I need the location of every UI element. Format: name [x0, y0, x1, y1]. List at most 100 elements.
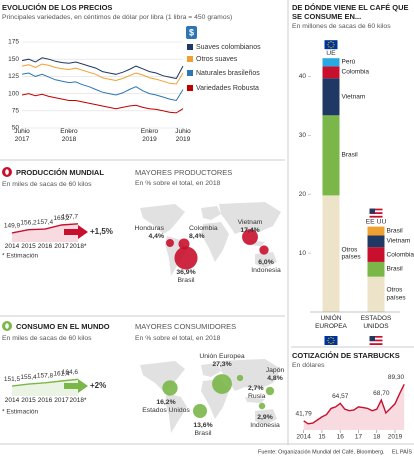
- category-label: Brasil: [178, 277, 195, 284]
- area: [12, 223, 78, 242]
- chart-subtitle: En millones de sacas de 60 kilos: [292, 23, 391, 30]
- footnote: * Estimación: [2, 409, 39, 416]
- bar-segment: [367, 235, 385, 248]
- line: [21, 72, 184, 102]
- category-label: Estados Unidos: [142, 407, 190, 414]
- flag-star: [332, 342, 334, 344]
- value-label: 2,9%: [257, 414, 273, 421]
- x-tick-label: 2014: [296, 434, 311, 441]
- arrow: [64, 225, 88, 239]
- flag-star: [328, 46, 330, 48]
- bubble: [166, 239, 174, 247]
- line: [21, 93, 184, 114]
- chart-title: CONSUMO EN EL MUNDO: [16, 322, 110, 331]
- annotation: +1,5%: [90, 227, 113, 236]
- area: [12, 379, 78, 396]
- category-label: Colombia: [189, 225, 218, 232]
- x-tick-label: 18: [373, 434, 381, 441]
- value-label: 2,7%: [248, 385, 264, 392]
- x-tick-label: 2017: [54, 243, 69, 250]
- category-label: Indonesia: [250, 422, 280, 429]
- y-tick-label: 175: [8, 39, 19, 46]
- chart-title: MAYORES CONSUMIDORES: [135, 322, 237, 331]
- bar-segment: [322, 115, 340, 196]
- y-tick-label: 40: [299, 73, 307, 80]
- value-label: 167,7: [62, 213, 79, 220]
- flag-star: [328, 41, 330, 44]
- value-label: 64,57: [332, 393, 349, 400]
- flag-star: [328, 337, 330, 339]
- flag-star: [332, 337, 334, 339]
- flag-stripe: [369, 337, 383, 340]
- brand: EL PAÍS: [392, 448, 413, 455]
- map-shape: [165, 393, 187, 433]
- y-tick-label: 150: [8, 56, 19, 63]
- y-tick-label: 125: [8, 73, 19, 80]
- map-shape: [201, 363, 221, 377]
- line: [303, 383, 405, 425]
- category-label: Japón: [266, 367, 285, 374]
- annotation: +2%: [90, 381, 106, 390]
- flag-stripe: [369, 215, 383, 218]
- segment-label: Vietnam: [386, 237, 411, 245]
- value-label: 157,4: [37, 219, 54, 226]
- legend-swatch: [187, 85, 193, 91]
- x-tick-label: Junio 2017: [14, 128, 30, 143]
- value-label: 155,4: [20, 374, 37, 381]
- chart-subtitle: En % sobre el total, en 2018: [135, 335, 221, 342]
- bar-segment: [367, 261, 385, 277]
- x-tick-label: 2015: [21, 243, 36, 250]
- flag-stripe: [369, 214, 383, 216]
- flag-star: [333, 339, 335, 342]
- segment-label: Otros países: [341, 246, 361, 261]
- bubble: [236, 374, 244, 382]
- legend-label: Otros suaves: [196, 56, 238, 63]
- bar-segment: [367, 247, 385, 262]
- bubble: [242, 229, 258, 245]
- legend-swatch: [187, 56, 193, 62]
- map-shape: [245, 397, 265, 403]
- category-label: Honduras: [135, 225, 165, 232]
- x-tick-label: Enero 2019: [140, 128, 159, 143]
- flag-star: [332, 46, 334, 48]
- flag-star: [330, 342, 332, 345]
- legend-swatch: [187, 70, 193, 76]
- section-icon: [5, 169, 9, 175]
- bubble: [174, 246, 198, 270]
- legend-label: Suaves colombianos: [196, 44, 261, 51]
- bar-segment: [367, 276, 385, 312]
- segment-label: Brasil: [386, 265, 403, 273]
- section-icon: [5, 323, 9, 329]
- y-tick-label: 30: [299, 132, 307, 139]
- bar-segment: [322, 58, 340, 67]
- bar-segment: [322, 66, 340, 79]
- flag-star: [333, 44, 335, 46]
- bubble: [265, 386, 275, 396]
- flag-stripe: [369, 210, 383, 213]
- segment-label: Perú: [341, 58, 356, 66]
- x-tick-label: 2018*: [69, 243, 87, 250]
- flag-star: [330, 336, 332, 339]
- x-tick-label: 2015: [21, 397, 36, 404]
- source: Fuente: Organización Mundial del Café, B…: [258, 449, 385, 455]
- legend-label: Naturales brasileños: [196, 70, 260, 77]
- segment-label: Colombia: [386, 250, 414, 258]
- currency-icon: [186, 26, 197, 39]
- bar-segment: [322, 195, 340, 312]
- chart-subtitle: En miles de sacas de 60 kilos: [2, 181, 92, 188]
- x-tick-label: 2017: [54, 397, 69, 404]
- flag-stripe: [369, 341, 383, 344]
- chart-subtitle: En % sobre el total, en 2018: [135, 180, 221, 187]
- area: [303, 384, 405, 430]
- flag-star: [328, 342, 330, 344]
- x-tick-label: Junio 2019: [175, 128, 191, 143]
- flag-canton: [369, 208, 375, 214]
- chart-title: EVOLUCIÓN DE LOS PRECIOS: [2, 3, 113, 12]
- x-tick-label: 17: [355, 434, 363, 441]
- line: [11, 223, 79, 234]
- x-tick-label: 2019: [388, 434, 403, 441]
- segment-label: Brasil: [386, 227, 403, 235]
- bar-name: EE UU: [366, 218, 387, 225]
- value-label: 36,9%: [176, 269, 195, 276]
